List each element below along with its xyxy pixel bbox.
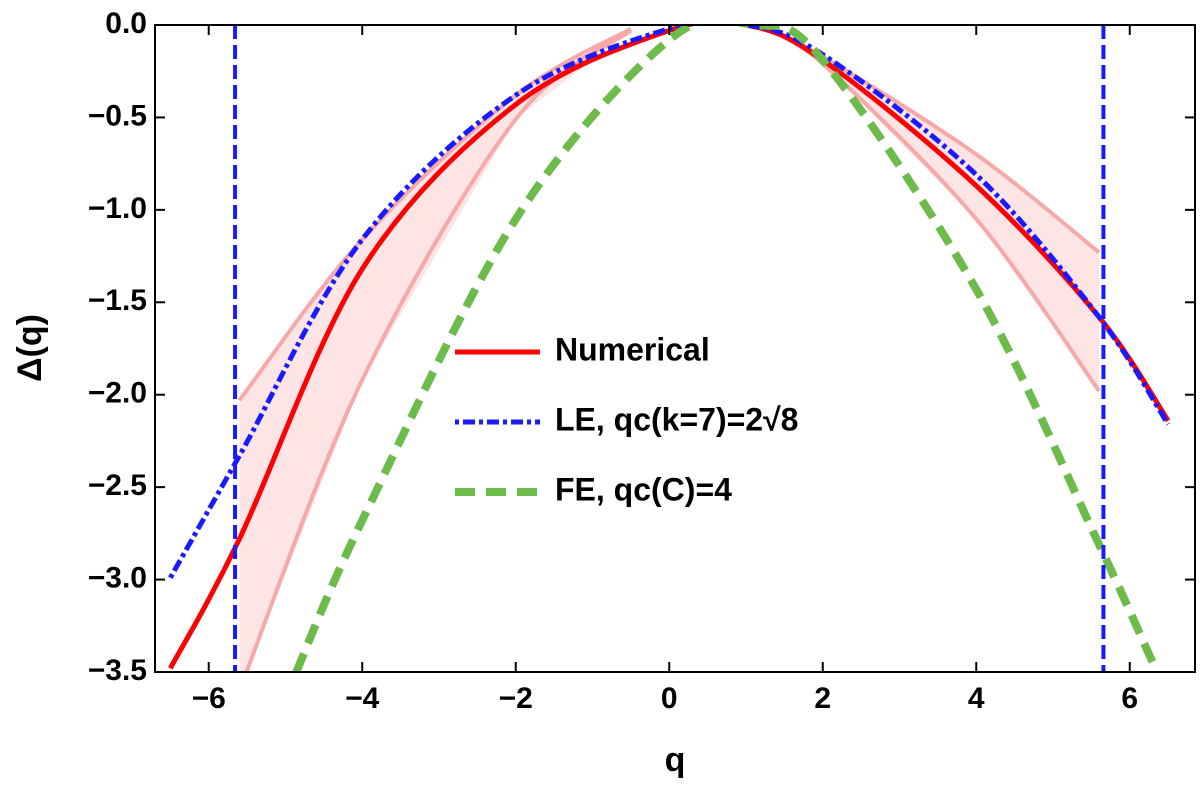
x-tick-label: −2 [499,682,533,715]
x-tick-label: 0 [661,682,678,715]
plot-frame [154,24,1196,673]
y-axis-label: Δ(q) [11,314,49,382]
legend-label: FE, qc(C)=4 [555,471,732,507]
y-tick-label: 0.0 [105,7,147,40]
y-tick-label: −2.5 [88,469,147,502]
x-tick-label: −6 [192,682,226,715]
y-tick-label: −3.0 [88,561,147,594]
x-tick-label: −4 [345,682,380,715]
legend-label: Numerical [555,331,710,367]
y-tick-label: −0.5 [88,99,147,132]
y-tick-label: −1.0 [88,192,147,225]
x-tick-label: 6 [1121,682,1138,715]
legend-label: LE, qc(k=7)=2√8 [555,401,798,437]
y-tick-label: −3.5 [88,654,147,687]
x-tick-label: 2 [814,682,831,715]
x-tick-label: 4 [968,682,985,715]
y-tick-label: −2.0 [88,377,147,410]
x-axis-label: q [665,741,686,779]
band-fill [761,25,1100,392]
y-tick-label: −1.5 [88,284,147,317]
band-upper [237,26,632,402]
series-line [292,25,1157,672]
